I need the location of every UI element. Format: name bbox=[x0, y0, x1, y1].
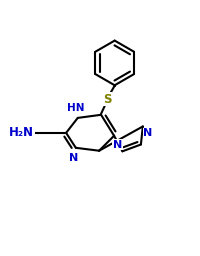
Text: HN: HN bbox=[67, 103, 85, 113]
Text: N: N bbox=[69, 153, 79, 163]
Text: S: S bbox=[103, 93, 111, 106]
Text: N: N bbox=[113, 140, 122, 150]
Text: H₂N: H₂N bbox=[9, 126, 34, 139]
Text: N: N bbox=[143, 129, 152, 138]
